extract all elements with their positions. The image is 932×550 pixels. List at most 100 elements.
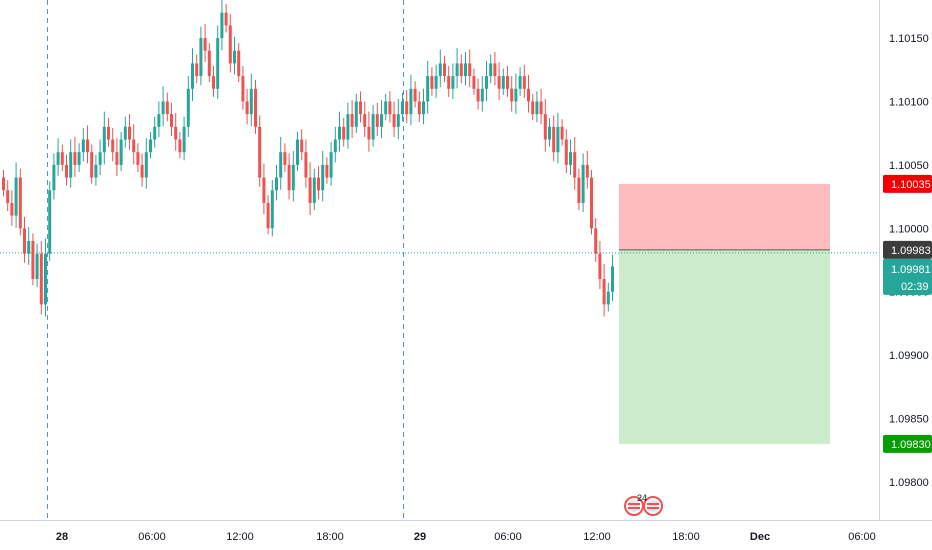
risk-zone[interactable] — [619, 183, 830, 250]
candle[interactable] — [367, 111, 371, 152]
candle[interactable] — [52, 153, 56, 200]
candle[interactable] — [447, 65, 451, 97]
candle[interactable] — [195, 54, 199, 84]
candle[interactable] — [136, 143, 140, 172]
candle[interactable] — [186, 76, 190, 137]
candle[interactable] — [304, 139, 308, 188]
candle[interactable] — [354, 93, 358, 133]
candle[interactable] — [157, 101, 161, 137]
candle[interactable] — [451, 63, 455, 99]
candle[interactable] — [48, 181, 52, 261]
candle[interactable] — [359, 91, 362, 123]
candle[interactable] — [90, 144, 94, 184]
candle[interactable] — [459, 54, 463, 84]
candle[interactable] — [123, 116, 127, 148]
candle[interactable] — [258, 115, 262, 187]
candle[interactable] — [598, 240, 602, 290]
candle[interactable] — [132, 124, 136, 165]
candle[interactable] — [497, 62, 501, 100]
candle[interactable] — [31, 233, 35, 286]
candle[interactable] — [27, 227, 31, 265]
candle[interactable] — [312, 168, 316, 211]
candle[interactable] — [438, 49, 442, 88]
candle[interactable] — [342, 117, 346, 147]
candle[interactable] — [56, 138, 60, 177]
candle[interactable] — [518, 67, 522, 96]
candle[interactable] — [594, 218, 598, 262]
candle[interactable] — [434, 64, 438, 98]
candle[interactable] — [170, 102, 173, 136]
candle[interactable] — [468, 49, 472, 88]
candle[interactable] — [228, 13, 232, 73]
candle[interactable] — [485, 60, 488, 101]
candle[interactable] — [165, 92, 169, 122]
candle[interactable] — [94, 154, 98, 186]
candle[interactable] — [6, 180, 10, 212]
candle[interactable] — [388, 91, 392, 123]
candle[interactable] — [527, 74, 530, 113]
candle[interactable] — [501, 68, 505, 95]
candle[interactable] — [606, 282, 610, 312]
candle[interactable] — [216, 25, 220, 99]
candle[interactable] — [560, 119, 564, 146]
us-event-flag[interactable] — [624, 496, 644, 516]
candle[interactable] — [522, 64, 526, 98]
candle[interactable] — [308, 162, 312, 216]
candle[interactable] — [590, 169, 593, 235]
candle[interactable] — [317, 166, 320, 200]
candle[interactable] — [18, 168, 22, 236]
candle[interactable] — [422, 88, 425, 125]
candle[interactable] — [363, 101, 367, 137]
candle[interactable] — [35, 243, 39, 288]
candle[interactable] — [111, 128, 115, 162]
candle[interactable] — [581, 153, 585, 213]
candle[interactable] — [69, 139, 73, 188]
candle[interactable] — [279, 136, 283, 190]
candle[interactable] — [350, 100, 354, 138]
candle[interactable] — [396, 98, 400, 140]
candle[interactable] — [493, 52, 497, 86]
candle[interactable] — [77, 143, 81, 172]
candle[interactable] — [86, 125, 89, 164]
candle[interactable] — [443, 55, 446, 83]
candle[interactable] — [535, 91, 539, 123]
candle[interactable] — [65, 154, 68, 186]
candle[interactable] — [174, 112, 178, 151]
candle[interactable] — [14, 162, 18, 228]
candle[interactable] — [409, 74, 413, 126]
candle[interactable] — [564, 129, 568, 173]
candle[interactable] — [39, 240, 43, 315]
candle[interactable] — [577, 168, 581, 211]
candle[interactable] — [392, 101, 396, 137]
position-zones[interactable] — [619, 183, 830, 444]
time-axis[interactable]: 28 06:00 12:00 18:00 29 06:00 12:00 18:00 Dec 06:… — [0, 520, 932, 544]
candle[interactable] — [73, 136, 77, 178]
candle[interactable] — [611, 254, 614, 301]
candle[interactable] — [270, 180, 274, 237]
economic-events[interactable]: 24 — [624, 493, 663, 516]
candle[interactable] — [514, 73, 518, 114]
candle[interactable] — [296, 131, 299, 171]
candle[interactable] — [44, 238, 47, 317]
reward-zone[interactable] — [619, 249, 830, 444]
candle[interactable] — [539, 88, 543, 125]
candle[interactable] — [325, 157, 329, 184]
candle[interactable] — [556, 112, 560, 164]
candle[interactable] — [401, 92, 404, 122]
candle[interactable] — [573, 136, 577, 190]
candle[interactable] — [333, 126, 337, 163]
candle[interactable] — [405, 90, 409, 124]
candle[interactable] — [585, 150, 589, 189]
candle[interactable] — [241, 65, 245, 110]
candle[interactable] — [233, 36, 236, 75]
candle[interactable] — [149, 131, 152, 159]
candle[interactable] — [191, 48, 194, 101]
candle[interactable] — [417, 91, 421, 123]
candle[interactable] — [569, 139, 572, 176]
candle[interactable] — [98, 139, 102, 176]
candle[interactable] — [10, 190, 14, 226]
candle[interactable] — [602, 263, 606, 317]
candle[interactable] — [140, 153, 144, 187]
candle[interactable] — [178, 131, 182, 159]
